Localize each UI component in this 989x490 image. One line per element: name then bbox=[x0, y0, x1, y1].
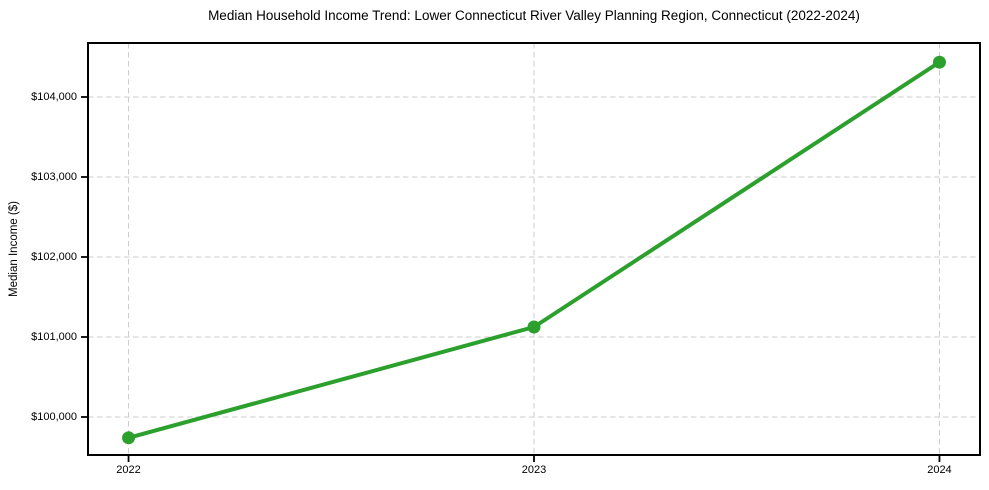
data-point-2023 bbox=[527, 320, 541, 334]
y-tick-label: $104,000 bbox=[31, 91, 77, 103]
y-tick-label: $102,000 bbox=[31, 251, 77, 263]
y-tick-label: $103,000 bbox=[31, 171, 77, 183]
chart-title: Median Household Income Trend: Lower Con… bbox=[208, 8, 860, 23]
data-point-2022 bbox=[122, 431, 136, 445]
x-tick-label: 2022 bbox=[116, 464, 141, 476]
x-tick-label: 2024 bbox=[927, 464, 952, 476]
x-tick-label: 2023 bbox=[521, 464, 547, 476]
y-tick-label: $101,000 bbox=[31, 331, 77, 343]
data-point-2024 bbox=[932, 55, 946, 69]
y-tick-label: $100,000 bbox=[31, 411, 77, 423]
plot-border bbox=[87, 42, 981, 456]
